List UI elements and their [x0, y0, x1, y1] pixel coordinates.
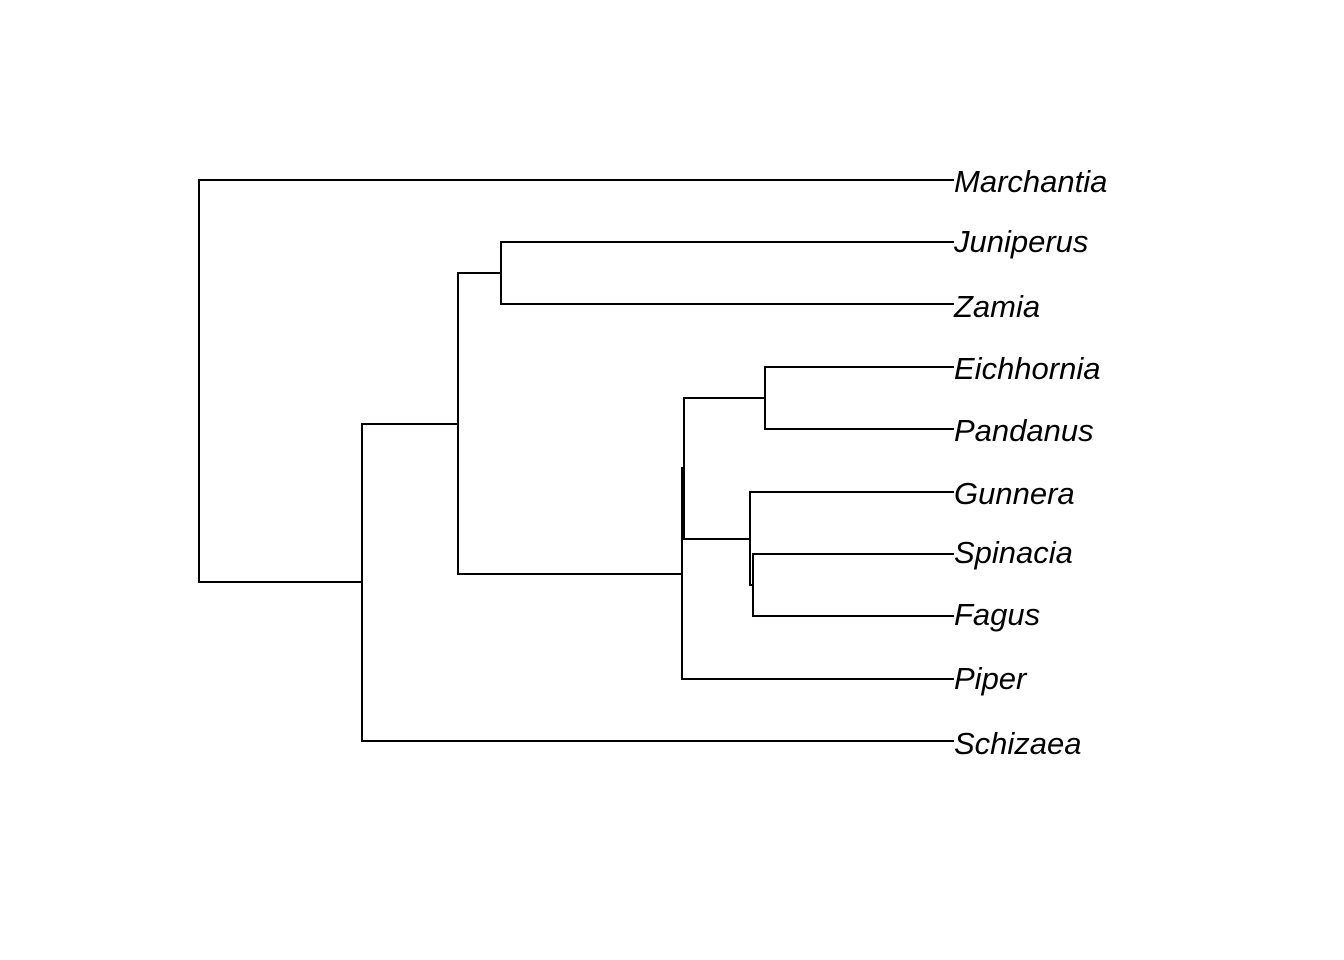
tip-label-zamia: Zamia	[953, 289, 1040, 324]
tip-label-juniperus: Juniperus	[953, 224, 1088, 259]
tip-label-marchantia: Marchantia	[954, 164, 1107, 199]
tip-label-piper: Piper	[954, 661, 1028, 696]
tip-label-gunnera: Gunnera	[954, 476, 1075, 511]
tip-label-eichhornia: Eichhornia	[954, 351, 1100, 386]
tip-labels: Marchantia Juniperus Zamia Eichhornia Pa…	[953, 164, 1107, 761]
tip-label-pandanus: Pandanus	[954, 413, 1094, 448]
tip-label-spinacia: Spinacia	[954, 535, 1073, 570]
tip-label-schizaea: Schizaea	[954, 726, 1082, 761]
tip-label-fagus: Fagus	[954, 597, 1040, 632]
tree-branches	[198, 179, 954, 742]
